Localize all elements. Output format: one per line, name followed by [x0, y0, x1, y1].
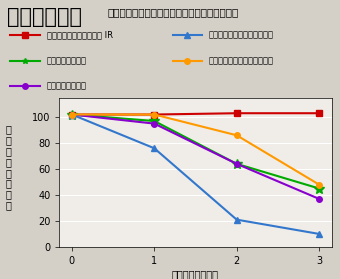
Text: Ｄ社溶剤系フッ素（原溶剤）: Ｄ社溶剤系フッ素（原溶剤）: [209, 56, 274, 65]
Text: Ａ社溶剤系フッ素: Ａ社溶剤系フッ素: [47, 56, 87, 65]
Text: スーパーセランマイルド IR: スーパーセランマイルド IR: [47, 31, 113, 40]
X-axis label: 暴露時間（時間）: 暴露時間（時間）: [172, 269, 219, 279]
Text: Ｂ社溶剤系フッ素: Ｂ社溶剤系フッ素: [47, 81, 87, 90]
Text: 光
沢
保
持
率
（
％
）: 光 沢 保 持 率 （ ％ ）: [5, 125, 12, 210]
Text: 野外暴露試験: 野外暴露試験: [7, 7, 82, 27]
Text: 宮古島野外暴露試験（溶剤系フッ素との比較）: 宮古島野外暴露試験（溶剤系フッ素との比較）: [107, 7, 238, 17]
Text: Ａ社溶剤系フッ素（原溶剤）: Ａ社溶剤系フッ素（原溶剤）: [209, 31, 274, 40]
